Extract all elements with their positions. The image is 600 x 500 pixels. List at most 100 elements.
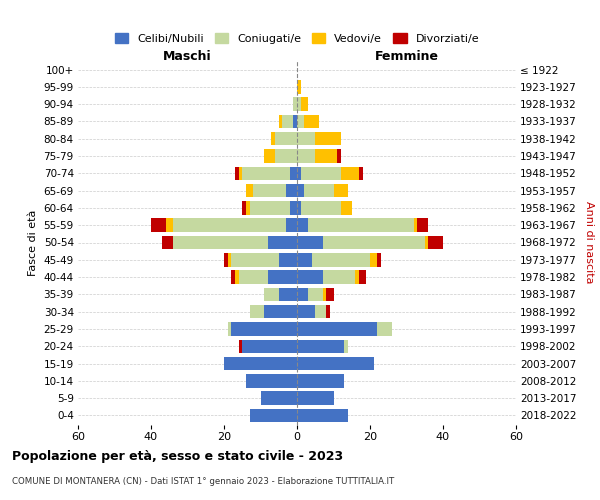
Bar (264, 288, 279, 301)
Bar (246, 201, 250, 214)
Text: Femmine: Femmine (374, 50, 439, 62)
Text: Popolazione per età, sesso e stato civile - 2023: Popolazione per età, sesso e stato civil… (12, 450, 343, 463)
Bar (297, 236, 323, 249)
Bar (293, 98, 297, 111)
Bar (268, 270, 297, 284)
Bar (341, 201, 352, 214)
Bar (286, 218, 297, 232)
Bar (297, 201, 301, 214)
Text: COMUNE DI MONTANERA (CN) - Dati ISTAT 1° gennaio 2023 - Elaborazione TUTTITALIA.: COMUNE DI MONTANERA (CN) - Dati ISTAT 1°… (12, 478, 394, 486)
Bar (301, 201, 341, 214)
Bar (250, 305, 264, 318)
Bar (279, 114, 283, 128)
Bar (359, 166, 362, 180)
Bar (166, 218, 173, 232)
Bar (315, 305, 326, 318)
Bar (304, 184, 334, 198)
Bar (232, 270, 235, 284)
Bar (311, 253, 370, 266)
Bar (377, 322, 392, 336)
Bar (297, 408, 348, 422)
Bar (283, 114, 293, 128)
Bar (425, 236, 428, 249)
Bar (301, 98, 308, 111)
Bar (239, 166, 242, 180)
Bar (297, 80, 301, 94)
Bar (293, 114, 297, 128)
Bar (297, 374, 344, 388)
Bar (173, 236, 268, 249)
Bar (341, 166, 359, 180)
Text: Maschi: Maschi (163, 50, 212, 62)
Bar (250, 408, 297, 422)
Bar (286, 184, 297, 198)
Bar (323, 270, 355, 284)
Bar (235, 270, 239, 284)
Bar (297, 98, 301, 111)
Bar (297, 288, 308, 301)
Bar (297, 132, 315, 145)
Bar (268, 236, 297, 249)
Bar (290, 166, 297, 180)
Bar (344, 340, 348, 353)
Bar (370, 253, 377, 266)
Y-axis label: Anni di nascita: Anni di nascita (584, 201, 593, 284)
Bar (227, 322, 232, 336)
Bar (301, 166, 341, 180)
Bar (253, 184, 286, 198)
Bar (264, 305, 297, 318)
Bar (271, 132, 275, 145)
Bar (377, 253, 381, 266)
Bar (227, 253, 232, 266)
Bar (297, 357, 374, 370)
Bar (297, 150, 315, 163)
Bar (264, 150, 275, 163)
Bar (304, 114, 319, 128)
Bar (224, 357, 297, 370)
Bar (297, 305, 315, 318)
Legend: Celibi/Nubili, Coniugati/e, Vedovi/e, Divorziati/e: Celibi/Nubili, Coniugati/e, Vedovi/e, Di… (110, 29, 484, 48)
Bar (428, 236, 443, 249)
Bar (239, 270, 268, 284)
Bar (275, 150, 297, 163)
Bar (297, 166, 301, 180)
Bar (246, 184, 253, 198)
Bar (326, 288, 334, 301)
Bar (232, 253, 279, 266)
Bar (308, 288, 323, 301)
Bar (297, 114, 304, 128)
Bar (337, 150, 341, 163)
Bar (151, 218, 166, 232)
Bar (414, 218, 418, 232)
Bar (224, 253, 227, 266)
Bar (250, 201, 290, 214)
Bar (297, 322, 377, 336)
Bar (297, 270, 323, 284)
Bar (334, 184, 348, 198)
Bar (242, 340, 297, 353)
Bar (315, 150, 337, 163)
Bar (239, 340, 242, 353)
Bar (290, 201, 297, 214)
Bar (355, 270, 359, 284)
Bar (359, 270, 367, 284)
Bar (275, 132, 297, 145)
Bar (297, 392, 334, 405)
Bar (279, 288, 297, 301)
Bar (297, 253, 311, 266)
Y-axis label: Fasce di età: Fasce di età (28, 210, 38, 276)
Bar (326, 305, 330, 318)
Bar (297, 340, 344, 353)
Bar (242, 166, 290, 180)
Bar (232, 322, 297, 336)
Bar (323, 288, 326, 301)
Bar (260, 392, 297, 405)
Bar (235, 166, 239, 180)
Bar (173, 218, 286, 232)
Bar (323, 236, 425, 249)
Bar (279, 253, 297, 266)
Bar (297, 218, 308, 232)
Bar (418, 218, 428, 232)
Bar (162, 236, 173, 249)
Bar (246, 374, 297, 388)
